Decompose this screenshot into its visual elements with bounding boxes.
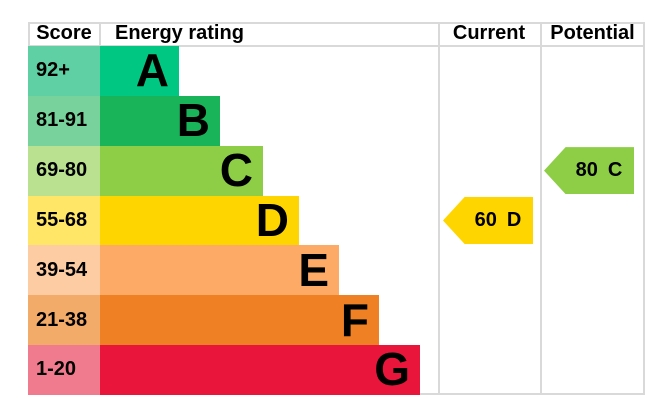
score-rating-divider [99,22,101,47]
energy-rating-table: Score Energy rating Current Potential 92… [28,22,645,395]
band-rows: 92+ A 81-91 B 69-80 C 55-68 D 39-54 E 21-38 F 1-20 G [28,46,438,395]
band-letter-f: F [340,293,369,346]
band-letter-d: D [255,193,289,246]
current-rating-arrow-band: D [506,208,522,231]
table-top-border [28,22,645,24]
current-column-header: Current [452,22,526,44]
energy-rating-column-header: Energy rating [115,22,244,44]
current-potential-divider [540,22,542,395]
rating-bar-a: A [100,46,179,96]
band-row-f: 21-38 F [28,293,438,346]
band-row-g: 1-20 G [28,345,438,395]
table-header-row: Score Energy rating Current Potential [28,22,645,46]
score-range-a: 92+ [28,46,100,96]
rating-bar-e: E [100,243,339,296]
score-range-c: 69-80 [28,145,100,196]
rating-bar-d: D [100,193,299,246]
rating-current-divider [438,22,440,395]
potential-rating-arrow: 80 C [544,147,634,195]
table-left-border [28,22,30,47]
score-range-d: 55-68 [28,195,100,246]
potential-rating-arrow-band: C [607,159,623,182]
rating-bar-c: C [100,146,263,196]
band-letter-g: G [374,343,410,396]
score-range-e: 39-54 [28,245,100,296]
rating-bar-f: F [100,293,379,346]
potential-column-header: Potential [550,22,635,44]
score-column-header: Score [36,22,92,44]
current-rating-arrow-value: 60 [474,208,497,231]
band-row-b: 81-91 B [28,96,438,146]
band-letter-b: B [176,94,210,147]
score-range-b: 81-91 [28,95,100,146]
band-letter-c: C [219,144,253,197]
current-rating-arrow: 60 D [443,196,533,244]
rating-bar-g: G [100,345,420,395]
band-row-c: 69-80 C [28,146,438,196]
band-row-d: 55-68 D [28,193,438,246]
band-row-e: 39-54 E [28,243,438,296]
table-right-border [643,22,645,395]
score-range-f: 21-38 [28,295,100,346]
score-range-g: 1-20 [28,345,100,395]
rating-bar-b: B [100,96,220,146]
band-letter-e: E [298,243,329,296]
header-bottom-border [28,45,645,47]
band-row-a: 92+ A [28,46,438,96]
potential-rating-arrow-value: 80 [575,159,598,182]
band-letter-a: A [135,44,169,97]
